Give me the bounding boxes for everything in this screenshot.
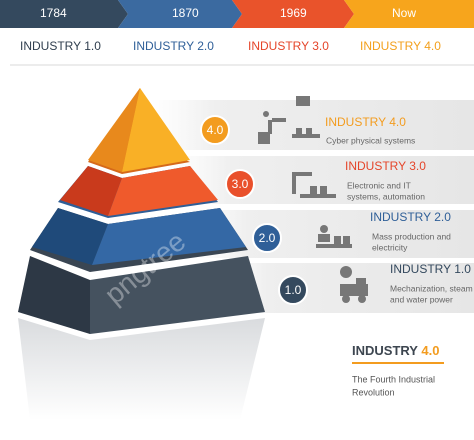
badge-label: 3.0: [232, 177, 249, 191]
pyramid-face: [60, 166, 122, 216]
level-description: Electronic and IT: [347, 180, 411, 190]
pyramid-face: [32, 208, 108, 265]
level-description: Cyber physical systems: [326, 135, 415, 145]
timeline-label: INDUSTRY 2.0: [133, 39, 214, 53]
level-description: electricity: [372, 242, 408, 252]
level-description: systems, automation: [347, 191, 425, 201]
footer-underline: [352, 362, 444, 364]
pyramid-face: [122, 88, 190, 172]
timeline-segment: [344, 0, 474, 28]
timeline-segment: [118, 0, 242, 28]
level-title: INDUSTRY 4.0: [325, 115, 406, 129]
badge: [200, 115, 230, 145]
year: 1969: [280, 6, 307, 20]
level-title: INDUSTRY 3.0: [345, 159, 426, 173]
icon-automation: [292, 172, 336, 198]
year: 1784: [40, 6, 67, 20]
reflection: [18, 318, 265, 420]
level-title: INDUSTRY 1.0: [390, 262, 471, 276]
badge: [278, 275, 308, 305]
badge-label: 1.0: [285, 283, 302, 297]
level-description: and water power: [390, 294, 453, 304]
pyramid-face: [108, 166, 218, 216]
icon-steam-engine: [340, 266, 368, 303]
pyramid-face: [18, 256, 90, 334]
badge-label: 4.0: [207, 123, 224, 137]
timeline-label: INDUSTRY 4.0: [360, 39, 441, 53]
year: Now: [392, 6, 416, 20]
icon-mass-production: [316, 225, 352, 248]
level-description: Mechanization, steam: [390, 283, 473, 293]
footer-title-word: INDUSTRY: [352, 343, 418, 358]
year: 1870: [172, 6, 199, 20]
badge-label: 2.0: [259, 231, 276, 245]
badge: [252, 223, 282, 253]
level-title: INDUSTRY 2.0: [370, 210, 451, 224]
footer-title: INDUSTRY 4.0: [352, 343, 439, 358]
timeline-segment: [232, 0, 354, 28]
band: [150, 100, 474, 150]
pyramid: [18, 88, 265, 334]
timeline-bar: [0, 0, 474, 28]
timeline-segment: [0, 0, 128, 28]
timeline-label: INDUSTRY 3.0: [248, 39, 329, 53]
divider: [10, 64, 474, 66]
pyramid-face: [90, 256, 265, 334]
footer-subtitle: Revolution: [352, 387, 395, 397]
timeline-label: INDUSTRY 1.0: [20, 39, 101, 53]
footer-title-version: 4.0: [421, 343, 439, 358]
pyramid-face: [92, 208, 246, 265]
badge: [225, 169, 255, 199]
icon-cyber: [258, 96, 320, 144]
level-description: Mass production and: [372, 231, 451, 241]
pyramid-face: [88, 88, 140, 172]
footer-subtitle: The Fourth Industrial: [352, 374, 435, 384]
